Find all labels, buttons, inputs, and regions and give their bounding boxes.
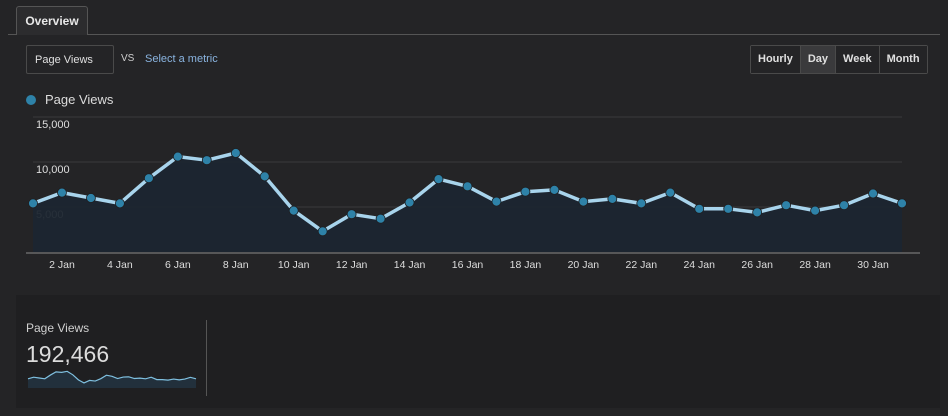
metric-select[interactable]: Page Views (26, 45, 114, 74)
x-tick-label: 2 Jan (49, 259, 75, 271)
sparkline-area (28, 371, 196, 388)
period-toggle: Hourly Day Week Month (750, 45, 928, 74)
page-views-sparkline (27, 370, 197, 388)
data-point (433, 174, 444, 184)
hourly-button[interactable]: Hourly (751, 46, 801, 73)
data-point (230, 148, 241, 158)
data-point (375, 213, 386, 224)
summary-value: 192,466 (26, 341, 110, 367)
summary-divider (206, 320, 207, 396)
data-point (607, 194, 618, 204)
chart-legend[interactable]: Page Views (26, 92, 113, 107)
data-point (86, 193, 96, 203)
data-point (259, 171, 270, 182)
tab-overview[interactable]: Overview (16, 6, 88, 35)
y-tick-label: 10,000 (36, 164, 70, 176)
week-button[interactable]: Week (836, 46, 880, 73)
data-point (28, 198, 38, 209)
data-point (636, 198, 647, 209)
data-point (694, 203, 705, 214)
summary-label: Page Views (26, 321, 90, 335)
vs-label: VS (121, 53, 135, 64)
data-point (897, 198, 907, 209)
data-point (665, 187, 676, 198)
data-point (115, 198, 125, 209)
data-point (578, 196, 589, 207)
data-point (491, 196, 502, 207)
x-tick-label: 6 Jan (165, 259, 191, 271)
legend-label: Page Views (45, 92, 114, 107)
data-point (810, 205, 820, 216)
x-tick-label: 12 Jan (336, 259, 368, 271)
x-tick-label: 30 Jan (857, 259, 889, 271)
data-point (839, 200, 849, 211)
x-tick-label: 28 Jan (799, 259, 831, 271)
data-point (201, 155, 212, 166)
series-area (33, 153, 902, 252)
summary-panel (16, 295, 940, 408)
data-point (752, 207, 763, 218)
x-tick-label: 4 Jan (107, 259, 133, 271)
x-tick-label: 24 Jan (683, 259, 715, 271)
data-point (462, 181, 473, 192)
data-point (723, 203, 734, 214)
month-button[interactable]: Month (879, 46, 927, 73)
x-tick-label: 20 Jan (568, 259, 600, 271)
data-point (172, 151, 183, 162)
data-point (404, 197, 415, 208)
x-tick-label: 26 Jan (741, 259, 773, 271)
data-point (868, 188, 878, 199)
data-point (143, 173, 154, 184)
x-tick-label: 10 Jan (278, 259, 310, 271)
day-button[interactable]: Day (800, 46, 837, 73)
data-point (549, 185, 560, 195)
data-point (781, 200, 792, 211)
y-tick-label: 15,000 (36, 119, 70, 131)
data-point (520, 186, 531, 197)
data-point (346, 209, 357, 220)
tab-underline (8, 34, 940, 35)
x-tick-label: 22 Jan (626, 259, 658, 271)
legend-dot-icon (26, 94, 36, 105)
x-tick-label: 14 Jan (394, 259, 426, 271)
data-point (317, 226, 328, 237)
data-point (57, 187, 67, 198)
x-tick-label: 16 Jan (452, 259, 484, 271)
sparkline-line (27, 370, 197, 384)
x-tick-label: 8 Jan (223, 259, 249, 271)
data-point (288, 205, 299, 216)
x-tick-label: 18 Jan (510, 259, 542, 271)
tab-bar: Overview (0, 0, 948, 35)
select-metric-link[interactable]: Select a metric (145, 53, 218, 65)
